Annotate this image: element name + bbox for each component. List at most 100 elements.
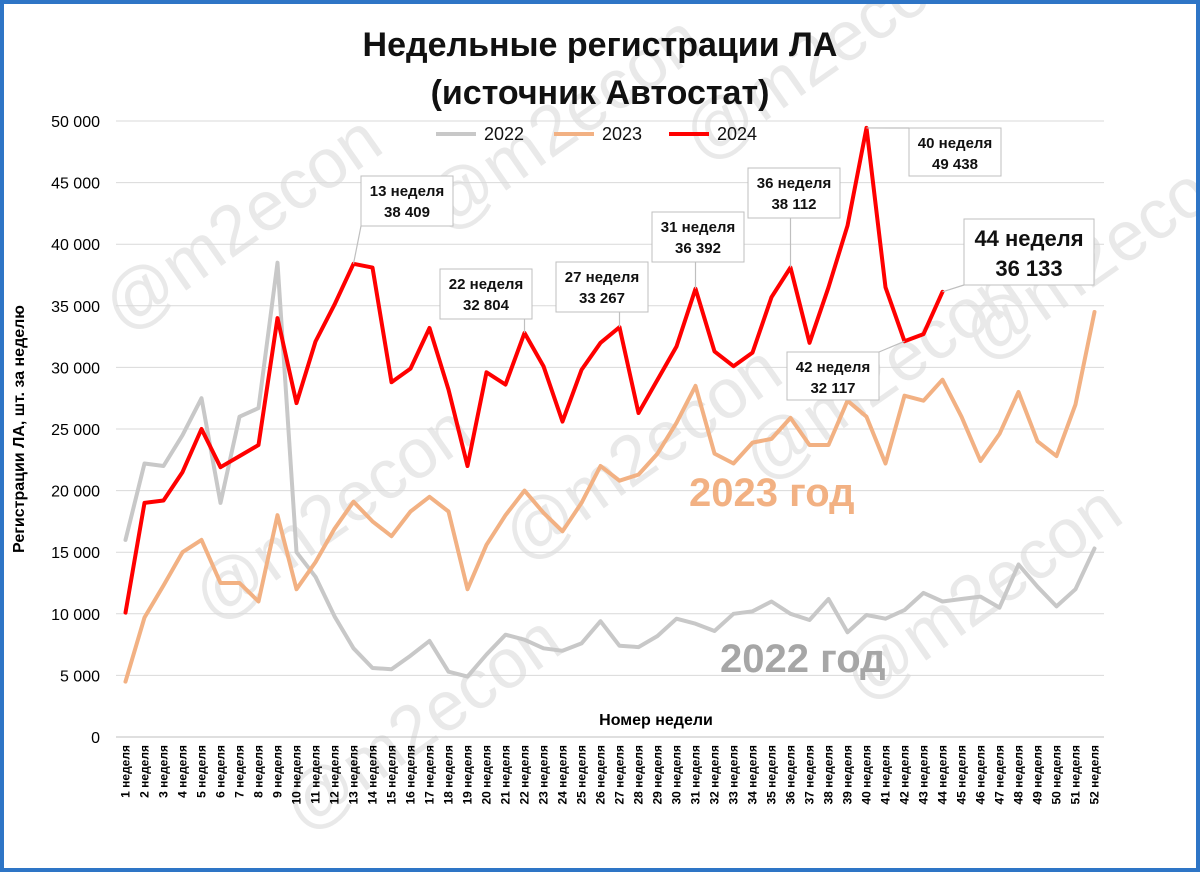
x-tick-layer: 1 неделя 2 неделя 3 неделя 4 неделя 5 неделя… xyxy=(119,745,1102,805)
axis-label-layer: Номер недели Регистрации ЛА, шт. за недел… xyxy=(11,305,886,729)
x-axis-label: Номер недели xyxy=(599,712,713,729)
callout-box xyxy=(651,211,745,263)
x-tick-label: 12 неделя xyxy=(328,745,342,805)
callout-leader xyxy=(942,284,965,293)
x-tick-label: 11 неделя xyxy=(309,745,323,804)
callout-value-label: 32 117 xyxy=(810,380,855,397)
callout-leader xyxy=(352,225,362,264)
x-tick-label: 19 неделя xyxy=(461,745,475,805)
x-tick-label: 47 неделя xyxy=(993,745,1007,805)
x-tick-label: 42 неделя xyxy=(898,745,912,805)
x-tick-label: 9 неделя xyxy=(271,745,285,798)
x-tick-label: 5 неделя xyxy=(195,745,209,798)
x-tick-label: 16 неделя xyxy=(404,745,418,805)
callout-week-label: 42 неделя xyxy=(796,359,870,376)
x-tick-label: 10 неделя xyxy=(290,745,304,805)
callout-box xyxy=(963,218,1095,286)
callout-week-label: 40 неделя xyxy=(918,135,992,152)
watermark-text: @m2econ xyxy=(178,389,485,636)
y-tick-label: 35 000 xyxy=(51,299,100,316)
watermark-text: @m2econ xyxy=(88,99,395,346)
callout-box xyxy=(439,268,533,320)
chart-svg: @m2econ @m2econ@m2econ@m2econ @m2econ@m2ec… xyxy=(11,4,1196,846)
x-tick-label: 34 неделя xyxy=(746,745,760,805)
x-tick-label: 2 неделя xyxy=(138,745,152,798)
y-tick-label: 30 000 xyxy=(51,360,100,377)
x-tick-label: 28 неделя xyxy=(632,745,646,805)
y-tick-label: 10 000 xyxy=(51,607,100,624)
x-tick-label: 35 неделя xyxy=(765,745,779,805)
y-tick-label: 25 000 xyxy=(51,422,100,439)
x-tick-label: 36 неделя xyxy=(784,745,798,805)
y-tick-label: 45 000 xyxy=(51,176,100,193)
x-tick-label: 1 неделя xyxy=(119,745,133,798)
callout-value-label: 36 392 xyxy=(675,240,721,257)
legend: 2022 2023 2024 xyxy=(436,124,757,144)
callout-box xyxy=(747,167,841,219)
x-tick-label: 15 неделя xyxy=(385,745,399,805)
callout-value-label: 49 438 xyxy=(932,156,978,173)
y-tick-layer: 0 5 000 10 000 15 000 20 000 25 000 30 000 35 0… xyxy=(51,114,100,747)
callout-week-label: 44 неделя xyxy=(974,226,1083,251)
series-layer xyxy=(123,125,1097,684)
x-tick-label: 4 неделя xyxy=(176,745,190,798)
x-tick-label: 23 неделя xyxy=(537,745,551,805)
x-tick-label: 43 неделя xyxy=(917,745,931,805)
callout-week-label: 31 неделя xyxy=(661,219,735,236)
x-tick-label: 33 неделя xyxy=(727,745,741,805)
year-label-2022: 2022 год xyxy=(720,637,886,681)
y-tick-label: 50 000 xyxy=(51,114,100,131)
x-tick-label: 26 неделя xyxy=(594,745,608,805)
callout-box xyxy=(908,127,1002,177)
legend-label-2023: 2023 xyxy=(602,124,642,144)
x-tick-label: 30 неделя xyxy=(670,745,684,805)
x-tick-label: 27 неделя xyxy=(613,745,627,805)
watermark-text: @m2econ xyxy=(268,599,575,846)
legend-label-2024: 2024 xyxy=(717,124,757,144)
y-tick-label: 15 000 xyxy=(51,545,100,562)
callout-layer: 13 неделя 38 409 22 неделя 32 804 27 неделя 3… xyxy=(352,127,1095,401)
x-tick-label: 20 неделя xyxy=(480,745,494,805)
chart-title-line-2: (источник Автостат) xyxy=(431,74,770,112)
callout-value-label: 32 804 xyxy=(463,297,510,314)
series-line-2024 xyxy=(123,125,945,615)
callout-week-label: 22 неделя xyxy=(449,276,523,293)
series-line-2023 xyxy=(123,310,1097,684)
x-tick-label: 17 неделя xyxy=(423,745,437,805)
x-tick-label: 31 неделя xyxy=(689,745,703,805)
x-tick-label: 24 неделя xyxy=(556,745,570,805)
callout-week-label: 27 неделя xyxy=(565,269,639,286)
callout-leader xyxy=(878,340,905,353)
callout-week-label: 36 неделя xyxy=(757,175,831,192)
x-tick-label: 49 неделя xyxy=(1031,745,1045,805)
x-tick-label: 39 неделя xyxy=(841,745,855,805)
x-tick-label: 45 неделя xyxy=(955,745,969,805)
x-tick-label: 41 неделя xyxy=(879,745,893,805)
grid-layer xyxy=(116,120,1104,738)
x-tick-label: 6 неделя xyxy=(214,745,228,798)
title-layer: Недельные регистрации ЛА (источник Автост… xyxy=(363,26,838,112)
x-tick-label: 7 неделя xyxy=(233,745,247,798)
callout-value-label: 38 112 xyxy=(771,196,816,213)
x-tick-label: 50 неделя xyxy=(1050,745,1064,805)
x-tick-label: 3 неделя xyxy=(157,745,171,798)
x-tick-label: 21 неделя xyxy=(499,745,513,805)
x-tick-label: 18 неделя xyxy=(442,745,456,805)
y-axis-label: Регистрации ЛА, шт. за неделю xyxy=(11,305,28,553)
y-tick-label: 20 000 xyxy=(51,484,100,501)
x-tick-label: 51 неделя xyxy=(1069,745,1083,805)
chart-title-line-1: Недельные регистрации ЛА xyxy=(363,26,838,64)
callout-value-label: 36 133 xyxy=(995,256,1062,281)
y-tick-label: 40 000 xyxy=(51,237,100,254)
y-tick-label: 5 000 xyxy=(60,668,100,685)
x-tick-label: 44 неделя xyxy=(936,745,950,805)
series-line-2022 xyxy=(123,260,1097,679)
x-tick-label: 48 неделя xyxy=(1012,745,1026,805)
callout-week-label: 13 неделя xyxy=(370,183,444,200)
x-tick-label: 25 неделя xyxy=(575,745,589,805)
x-tick-label: 8 неделя xyxy=(252,745,266,798)
x-tick-label: 40 неделя xyxy=(860,745,874,805)
legend-label-2022: 2022 xyxy=(484,124,524,144)
x-tick-label: 37 неделя xyxy=(803,745,817,805)
